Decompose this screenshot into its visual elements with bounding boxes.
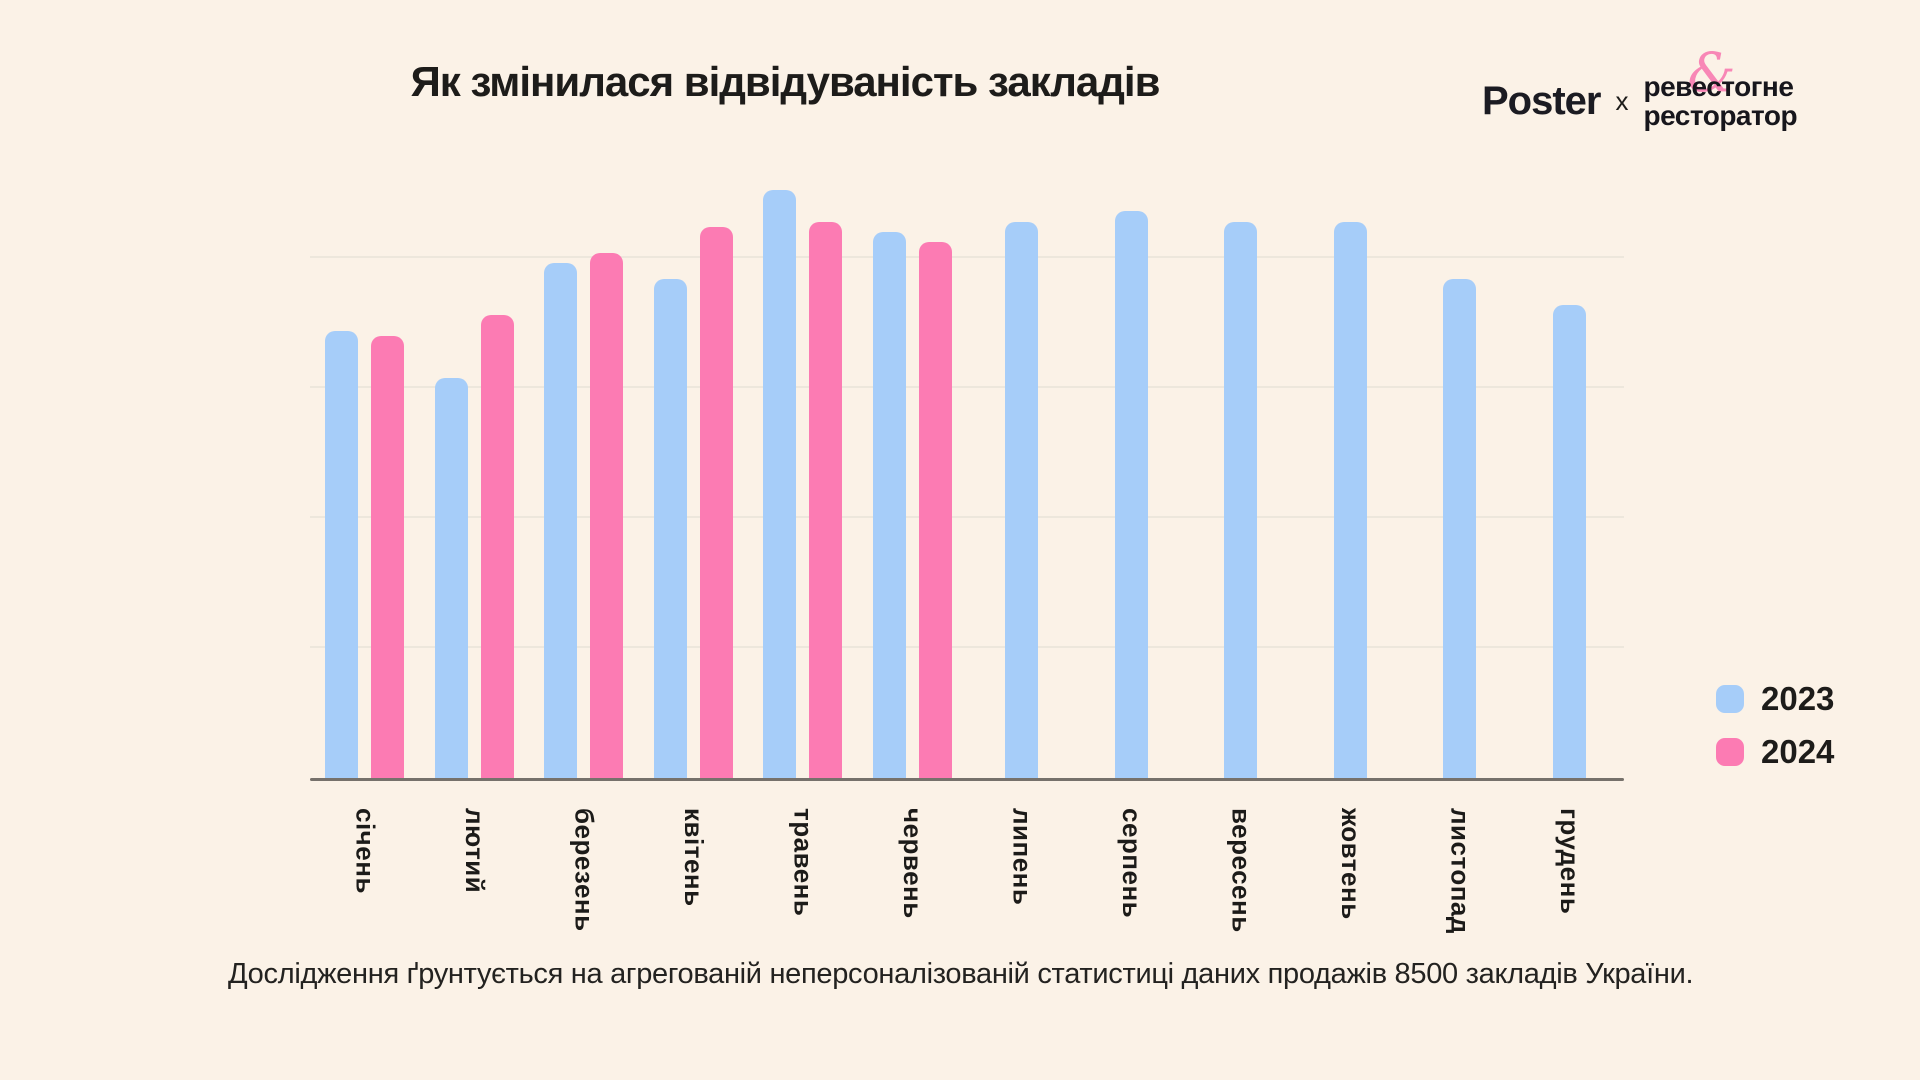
gridline <box>310 256 1624 258</box>
bar-group-m9 <box>1224 140 1258 778</box>
legend-item-2024: 2024 <box>1716 733 1834 771</box>
month-slot-m2: лютий <box>420 140 530 893</box>
bar-2023-m8 <box>1114 211 1148 778</box>
bar-group-m3 <box>544 140 624 778</box>
logo-word-reve: реве <box>1643 71 1707 102</box>
bar-2023-m7 <box>1005 221 1039 778</box>
bar-2024-m2 <box>480 315 514 778</box>
bar-2023-m3 <box>544 263 578 778</box>
legend-label-2024: 2024 <box>1761 733 1835 770</box>
brand-lockup: Poster x & ревестогне ресторатор <box>1482 46 1798 132</box>
legend-swatch-2023 <box>1716 685 1744 713</box>
bar-group-m10 <box>1333 140 1367 778</box>
month-slot-m10: жовтень <box>1296 140 1406 920</box>
bar-2023-m9 <box>1224 221 1258 778</box>
bar-group-m8 <box>1114 140 1148 778</box>
bar-2023-m11 <box>1443 278 1477 778</box>
legend-swatch-2024 <box>1716 738 1744 766</box>
x-axis-label-m6: червень <box>897 808 928 919</box>
reve-stohne-restorator-logo: & ревестогне ресторатор <box>1643 46 1798 132</box>
legend-label-2023: 2023 <box>1761 680 1835 717</box>
gridline <box>310 516 1624 518</box>
bar-group-m5 <box>763 140 843 778</box>
month-slot-m1: січень <box>310 140 420 894</box>
month-slot-m7: липень <box>967 140 1077 905</box>
bar-group-m4 <box>653 140 733 778</box>
bar-2024-m6 <box>918 242 952 778</box>
bar-2023-m2 <box>434 377 468 778</box>
bar-group-m6 <box>872 140 952 778</box>
gridline <box>310 386 1624 388</box>
x-axis-label-m4: квітень <box>678 808 709 907</box>
x-axis-label-m5: травень <box>788 808 819 917</box>
footnote: Дослідження ґрунтується на агрегованій н… <box>228 958 1694 990</box>
bar-2023-m4 <box>653 278 687 778</box>
brand-separator-x: x <box>1615 85 1629 116</box>
plot-area: січень лютий березень квітень травень червень… <box>310 140 1625 934</box>
x-axis-label-m7: липень <box>1007 808 1038 906</box>
x-axis-label-m3: березень <box>569 808 600 932</box>
month-slot-m5: травень <box>748 140 858 916</box>
bar-group-m1 <box>325 140 405 778</box>
gridline <box>310 646 1624 648</box>
month-slot-m9: вересень <box>1186 140 1296 933</box>
bar-2024-m1 <box>371 336 405 778</box>
bar-group-m11 <box>1443 140 1477 778</box>
x-axis-label-m2: лютий <box>459 808 490 894</box>
x-axis-label-m10: жовтень <box>1335 808 1366 920</box>
x-axis-line <box>310 778 1624 781</box>
bar-2023-m12 <box>1552 304 1586 778</box>
x-axis-label-m12: грудень <box>1554 808 1585 915</box>
month-slot-m4: квітень <box>639 140 749 907</box>
poster-logo: Poster <box>1482 78 1601 123</box>
month-slot-m8: серпень <box>1077 140 1187 918</box>
x-axis-label-m11: листопад <box>1445 808 1476 934</box>
chart-legend: 2023 2024 <box>1716 680 1834 786</box>
month-slot-m12: грудень <box>1515 140 1625 914</box>
legend-item-2023: 2023 <box>1716 680 1834 718</box>
bar-group-m7 <box>1005 140 1039 778</box>
month-slot-m6: червень <box>858 140 968 919</box>
logo-line-2: ресторатор <box>1643 100 1798 132</box>
bar-2023-m6 <box>872 232 906 778</box>
bar-2023-m5 <box>763 190 797 778</box>
bar-group-m12 <box>1552 140 1586 778</box>
logo-line-1: ревестогне <box>1644 72 1798 101</box>
bar-2024-m3 <box>590 252 624 778</box>
bar-2024-m5 <box>809 221 843 778</box>
bar-2023-m1 <box>325 330 359 778</box>
page-title: Як змінилася відвідуваність закладів <box>410 58 1161 105</box>
x-axis-label-m1: січень <box>350 808 381 894</box>
x-axis-label-m8: серпень <box>1116 808 1147 919</box>
ampersand-glyph: & <box>1687 41 1736 104</box>
bar-group-m2 <box>434 140 514 778</box>
bar-chart: січень лютий березень квітень травень червень… <box>310 140 1625 934</box>
bar-2024-m4 <box>699 226 733 778</box>
x-axis-label-m9: вересень <box>1226 808 1257 933</box>
logo-word-stohne: стогне <box>1706 71 1794 102</box>
month-slot-m11: листопад <box>1405 140 1515 934</box>
month-slot-m3: березень <box>529 140 639 932</box>
bar-2023-m10 <box>1333 221 1367 778</box>
